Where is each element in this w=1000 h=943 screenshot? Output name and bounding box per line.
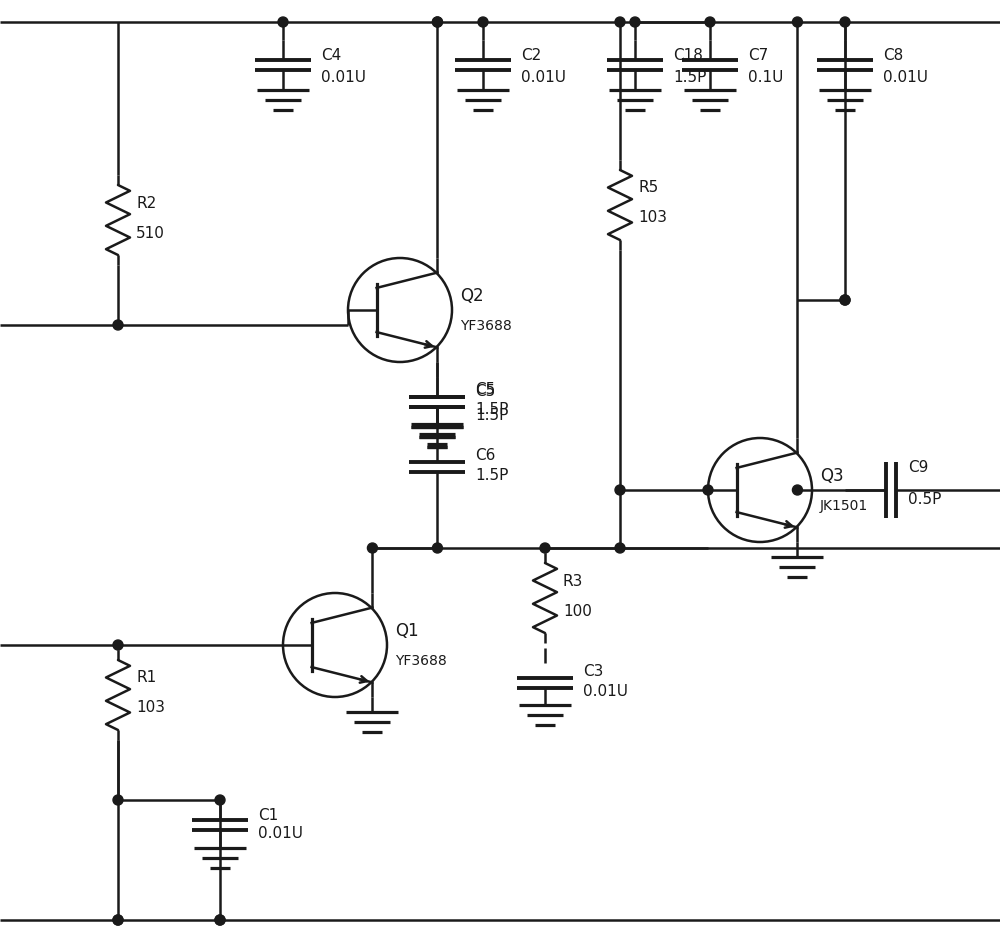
Text: 0.01U: 0.01U <box>258 825 303 840</box>
Text: 1.5P: 1.5P <box>673 71 706 86</box>
Text: C7: C7 <box>748 47 768 62</box>
Circle shape <box>703 485 713 495</box>
Circle shape <box>792 17 802 27</box>
Text: C8: C8 <box>883 47 903 62</box>
Circle shape <box>540 543 550 553</box>
Circle shape <box>367 543 377 553</box>
Text: 0.01U: 0.01U <box>321 71 366 86</box>
Circle shape <box>615 17 625 27</box>
Circle shape <box>278 17 288 27</box>
Text: JK1501: JK1501 <box>820 499 868 513</box>
Circle shape <box>113 915 123 925</box>
Text: C18: C18 <box>673 47 703 62</box>
Text: 103: 103 <box>136 701 165 716</box>
Circle shape <box>215 795 225 805</box>
Text: C3: C3 <box>583 664 603 679</box>
Text: R3: R3 <box>563 573 583 588</box>
Circle shape <box>215 915 225 925</box>
Text: 100: 100 <box>563 604 592 619</box>
Text: Q1: Q1 <box>395 622 419 640</box>
Text: C4: C4 <box>321 47 341 62</box>
Text: 0.01U: 0.01U <box>583 684 628 699</box>
Circle shape <box>630 17 640 27</box>
Text: 0.1U: 0.1U <box>748 71 783 86</box>
Circle shape <box>792 485 802 495</box>
Circle shape <box>615 485 625 495</box>
Circle shape <box>705 17 715 27</box>
Circle shape <box>215 915 225 925</box>
Circle shape <box>432 17 442 27</box>
Text: C6: C6 <box>475 448 496 462</box>
Text: C5: C5 <box>475 383 496 398</box>
Text: 0.5P: 0.5P <box>908 492 941 507</box>
Text: R1: R1 <box>136 670 156 686</box>
Text: R2: R2 <box>136 195 156 210</box>
Circle shape <box>113 915 123 925</box>
Text: 0.01U: 0.01U <box>883 71 928 86</box>
Text: YF3688: YF3688 <box>395 654 447 668</box>
Text: C5: C5 <box>475 385 496 400</box>
Circle shape <box>432 543 442 553</box>
Circle shape <box>840 295 850 305</box>
Text: C1: C1 <box>258 807 278 822</box>
Text: 1.5P: 1.5P <box>475 407 509 422</box>
Text: 103: 103 <box>638 210 667 225</box>
Text: Q2: Q2 <box>460 287 484 305</box>
Circle shape <box>113 795 123 805</box>
Circle shape <box>113 320 123 330</box>
Text: C9: C9 <box>908 460 928 475</box>
Text: C2: C2 <box>521 47 541 62</box>
Text: 0.01U: 0.01U <box>521 71 566 86</box>
Circle shape <box>432 17 442 27</box>
Text: R5: R5 <box>638 180 658 195</box>
Circle shape <box>840 17 850 27</box>
Circle shape <box>113 640 123 650</box>
Text: 1.5P: 1.5P <box>475 403 509 418</box>
Circle shape <box>478 17 488 27</box>
Text: Q3: Q3 <box>820 467 844 485</box>
Text: YF3688: YF3688 <box>460 319 512 333</box>
Text: 1.5P: 1.5P <box>475 468 509 483</box>
Circle shape <box>615 543 625 553</box>
Text: 510: 510 <box>136 225 165 240</box>
Circle shape <box>840 295 850 305</box>
